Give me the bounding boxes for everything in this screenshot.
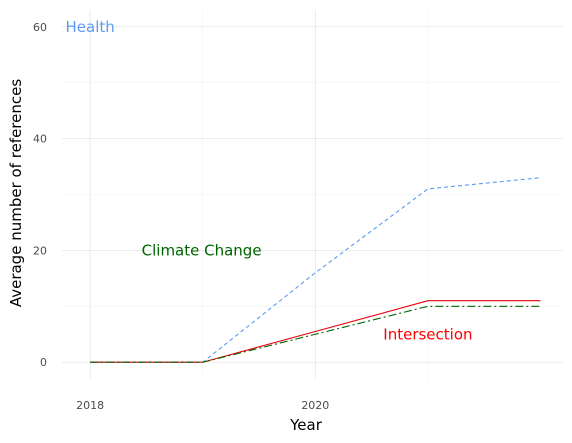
- annotation-climate-change: Climate Change: [142, 241, 262, 259]
- annotation-health: Health: [66, 18, 115, 36]
- minor-gridlines: [62, 10, 563, 379]
- annotations: Health Climate Change Intersection: [66, 18, 473, 344]
- y-tick-label: 60: [33, 21, 47, 34]
- x-axis-title: Year: [289, 416, 323, 434]
- y-tick-label: 0: [40, 356, 47, 369]
- y-tick-label: 20: [33, 244, 47, 257]
- x-tick-label: 2020: [301, 399, 329, 412]
- tick-labels: 0 20 40 60 2018 2020: [33, 21, 329, 412]
- y-axis-title: Average number of references: [7, 79, 25, 308]
- annotation-intersection: Intersection: [383, 325, 472, 343]
- x-tick-label: 2018: [76, 399, 104, 412]
- y-tick-label: 40: [33, 133, 47, 146]
